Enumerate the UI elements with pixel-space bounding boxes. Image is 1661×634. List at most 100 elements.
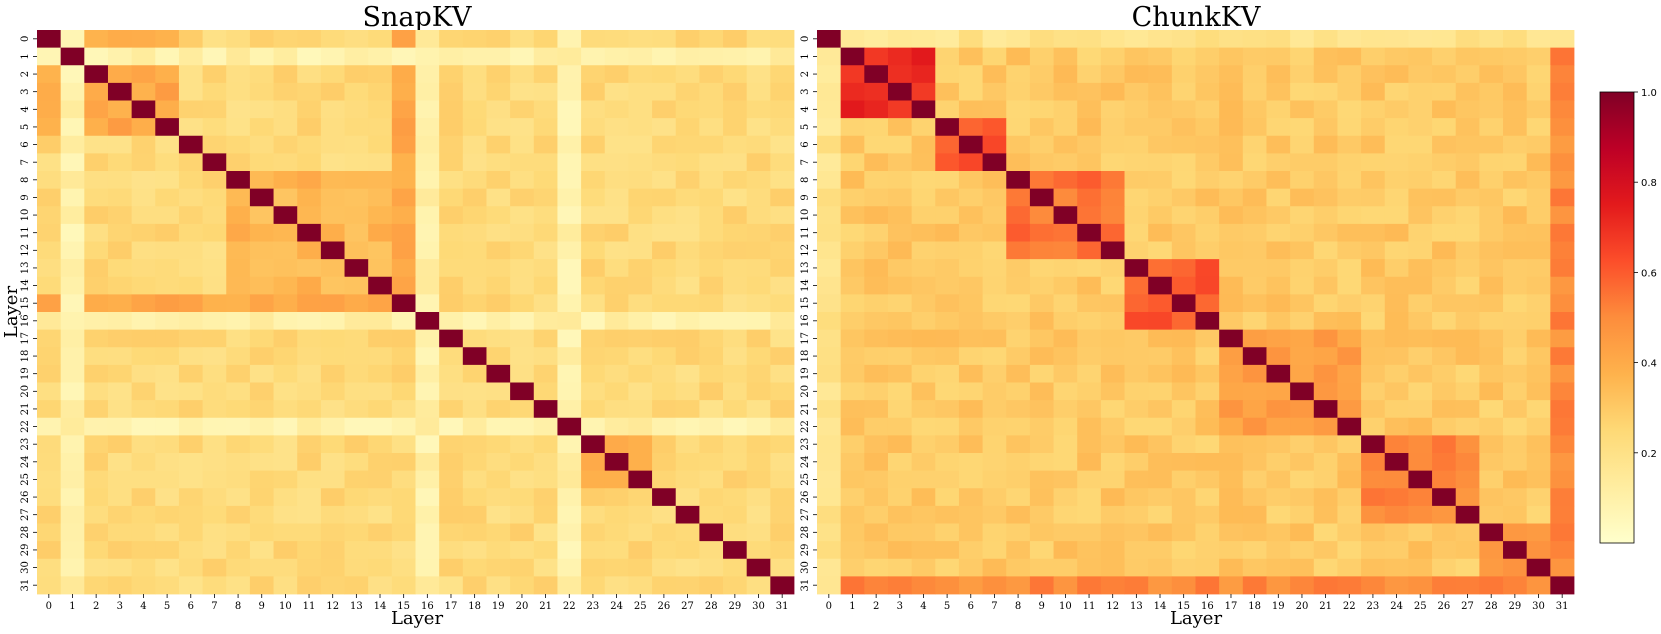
snapkv-cell-10-28 [699, 206, 724, 225]
snapkv-cell-16-21 [533, 312, 558, 331]
snapkv-y-tick-label-20: 20 [20, 385, 31, 398]
chunkkv-cell-0-21 [1313, 30, 1338, 49]
snapkv-cell-20-31 [770, 382, 795, 401]
snapkv-cell-2-23 [581, 65, 606, 84]
snapkv-cell-8-18 [462, 171, 487, 190]
chunkkv-cell-9-23 [1361, 188, 1386, 207]
snapkv-cell-31-3 [107, 576, 133, 595]
snapkv-cell-24-0 [37, 453, 62, 472]
chunkkv-cell-21-20 [1290, 400, 1315, 419]
chunkkv-cell-24-1 [840, 453, 865, 472]
chunkkv-cell-10-19 [1266, 206, 1291, 225]
snapkv-cell-16-2 [84, 312, 109, 331]
snapkv-cell-12-12 [320, 241, 345, 260]
chunkkv-cell-16-30 [1526, 312, 1551, 331]
chunkkv-cell-9-18 [1242, 188, 1267, 207]
chunkkv-cell-3-17 [1219, 82, 1244, 101]
snapkv-cell-10-6 [178, 206, 203, 225]
snapkv-cell-29-19 [486, 541, 511, 560]
chunkkv-cell-17-17 [1219, 329, 1244, 348]
chunkkv-cell-19-3 [887, 364, 913, 383]
snapkv-x-tick-label-0: 0 [46, 601, 52, 612]
snapkv-cell-25-23 [581, 470, 606, 489]
snapkv-cell-12-3 [107, 241, 133, 260]
snapkv-cell-30-8 [226, 558, 251, 577]
snapkv-cell-27-29 [723, 505, 748, 524]
chunkkv-cell-20-27 [1455, 382, 1480, 401]
chunkkv-cell-1-22 [1337, 47, 1362, 66]
chunkkv-cell-30-30 [1526, 558, 1551, 577]
snapkv-cell-23-8 [226, 435, 251, 454]
chunkkv-cell-29-24 [1384, 541, 1409, 560]
snapkv-cell-17-31 [770, 329, 795, 348]
chunkkv-x-tick-label-31: 31 [1556, 601, 1569, 612]
snapkv-cell-2-1 [60, 65, 85, 84]
snapkv-x-tick-label-12: 12 [326, 601, 339, 612]
snapkv-cell-14-1 [60, 276, 85, 295]
chunkkv-cell-10-23 [1361, 206, 1386, 225]
chunkkv-y-tick-label-31: 31 [800, 579, 811, 592]
snapkv-cell-29-3 [107, 541, 133, 560]
snapkv-cell-21-21 [533, 400, 558, 419]
chunkkv-cell-24-4 [911, 453, 936, 472]
chunkkv-cell-27-30 [1526, 505, 1551, 524]
chunkkv-cell-8-4 [911, 171, 936, 190]
snapkv-cell-3-31 [770, 82, 795, 101]
snapkv-cell-7-22 [557, 153, 582, 172]
snapkv-cell-26-23 [581, 488, 606, 507]
snapkv-cell-21-20 [510, 400, 535, 419]
chunkkv-cell-13-25 [1408, 259, 1433, 278]
chunkkv-cell-0-20 [1290, 30, 1315, 49]
snapkv-cell-26-27 [675, 488, 700, 507]
chunkkv-cell-20-23 [1361, 382, 1386, 401]
chunkkv-cell-23-11 [1077, 435, 1102, 454]
chunkkv-cell-14-6 [958, 276, 983, 295]
chunkkv-cell-17-27 [1455, 329, 1480, 348]
snapkv-cell-19-16 [415, 364, 440, 383]
chunkkv-cell-14-15 [1171, 276, 1196, 295]
snapkv-x-tick-label-19: 19 [492, 601, 505, 612]
chunkkv-cell-2-31 [1550, 65, 1575, 84]
chunkkv-cell-28-10 [1053, 523, 1078, 542]
chunkkv-y-tick-label-22: 22 [800, 420, 811, 433]
chunkkv-cell-6-9 [1029, 135, 1054, 154]
chunkkv-cell-0-11 [1077, 30, 1102, 49]
snapkv-cell-11-19 [486, 223, 511, 242]
snapkv-cell-24-21 [533, 453, 558, 472]
snapkv-x-tick-label-13: 13 [350, 601, 363, 612]
snapkv-cell-12-20 [510, 241, 535, 260]
chunkkv-cell-23-12 [1100, 435, 1125, 454]
chunkkv-cell-18-24 [1384, 347, 1409, 366]
snapkv-x-tick-label-31: 31 [776, 601, 789, 612]
snapkv-cell-13-23 [581, 259, 606, 278]
chunkkv-cell-25-2 [864, 470, 889, 489]
chunkkv-cell-14-30 [1526, 276, 1551, 295]
snapkv-cell-23-25 [628, 435, 653, 454]
snapkv-cell-0-26 [652, 30, 677, 49]
snapkv-cell-15-9 [249, 294, 274, 313]
snapkv-cell-6-2 [84, 135, 109, 154]
snapkv-cell-16-18 [462, 312, 487, 331]
snapkv-cell-3-19 [486, 82, 511, 101]
snapkv-cell-20-28 [699, 382, 724, 401]
chunkkv-y-tick-label-13: 13 [800, 262, 811, 275]
chunkkv-cell-13-11 [1077, 259, 1102, 278]
chunkkv-cell-8-7 [982, 171, 1007, 190]
chunkkv-cell-16-23 [1361, 312, 1386, 331]
chunkkv-cell-25-20 [1290, 470, 1315, 489]
chunkkv-cell-28-27 [1455, 523, 1480, 542]
snapkv-cell-4-6 [178, 100, 203, 119]
snapkv-cell-22-14 [368, 417, 393, 436]
chunkkv-cell-28-25 [1408, 523, 1433, 542]
chunkkv-cell-3-27 [1455, 82, 1480, 101]
chunkkv-cell-10-26 [1432, 206, 1457, 225]
snapkv-cell-27-30 [746, 505, 771, 524]
snapkv-cell-17-17 [439, 329, 464, 348]
chunkkv-cell-0-29 [1503, 30, 1528, 49]
chunkkv-y-tick-label-18: 18 [800, 350, 811, 363]
chunkkv-cell-25-6 [958, 470, 983, 489]
snapkv-x-tick-label-24: 24 [610, 601, 623, 612]
chunkkv-cell-5-5 [935, 118, 960, 137]
snapkv-cell-1-7 [202, 47, 227, 66]
chunkkv-cell-4-18 [1242, 100, 1267, 119]
